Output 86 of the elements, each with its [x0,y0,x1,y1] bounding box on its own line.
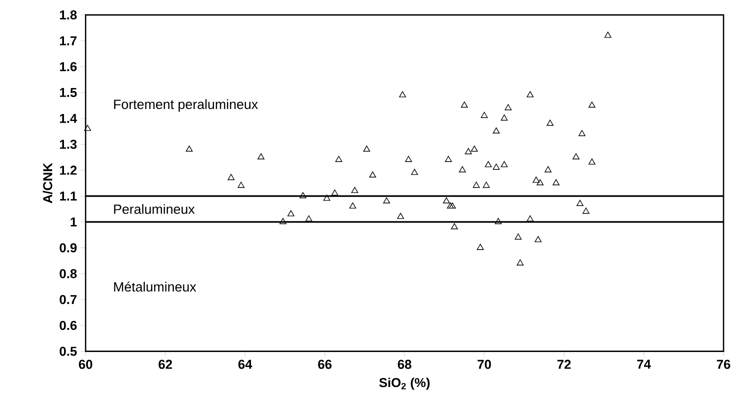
point [588,102,596,108]
point [258,153,264,160]
point [544,166,552,172]
point [492,164,500,170]
point [444,156,452,162]
point [238,182,245,188]
point [578,130,586,136]
point [405,156,412,162]
y-tick-label: 1.5 [60,88,77,98]
point [351,186,358,193]
x-tick-label: 68 [398,360,412,369]
point [536,179,544,186]
y-tick-label: 1.1 [60,192,77,200]
y-axis-title: A/CNK [42,162,52,204]
point [500,114,508,121]
point [516,259,524,266]
point [383,197,390,204]
annotation: Métalumineux [114,282,196,292]
annotation: Peralumineux [114,204,195,214]
x-tick-label: 76 [716,360,730,369]
x-tick-label: 70 [478,360,491,369]
point [335,156,342,162]
point [532,176,540,183]
point [492,127,500,134]
point [604,32,612,38]
point [331,190,338,196]
y-tick-label: 1 [70,217,77,226]
point [448,202,456,209]
point [500,161,508,168]
y-tick-label: 1.7 [60,36,77,46]
point [349,202,356,209]
point [588,158,596,165]
annotation: Fortement peralumineux [114,99,258,112]
x-tick-label: 66 [318,360,332,369]
point [484,161,492,168]
y-tick-label: 1.6 [60,62,77,72]
y-tick-label: 1.2 [60,166,77,175]
x-tick-label: 64 [238,360,252,369]
x-axis-title: SiO$_{2}$ (%) [379,378,430,390]
y-tick-label: 0.5 [60,346,77,356]
point [480,112,488,118]
point [84,124,92,131]
point [576,200,584,206]
y-tick-label: 1.8 [60,10,77,20]
point [494,218,502,224]
point [460,102,468,108]
point [280,218,286,224]
point [287,210,294,216]
point [411,168,418,175]
point [526,215,534,222]
y-tick-label: 0.6 [60,320,77,330]
x-tick-label: 72 [557,360,571,369]
point [399,91,406,98]
point [363,146,370,152]
point [482,182,490,188]
point [186,146,193,152]
point [464,148,472,154]
point [397,212,404,219]
point [572,153,580,160]
point [582,208,590,214]
point [369,171,376,178]
y-tick-label: 0.8 [60,269,77,278]
point [323,194,330,201]
point [526,91,534,98]
point [458,166,466,172]
point [228,174,235,180]
x-tick-label: 62 [158,360,172,369]
point [470,146,478,152]
point [472,182,480,188]
point [552,179,560,186]
point [450,223,458,230]
point [514,233,522,240]
point [299,192,306,198]
y-tick-label: 1.3 [60,140,77,149]
point [442,197,450,204]
point [476,244,484,250]
y-tick-label: 1.4 [60,114,78,123]
y-tick-label: 0.7 [60,294,77,304]
y-tick-label: 0.9 [60,243,77,252]
point [305,215,312,222]
x-tick-label: 60 [78,360,92,369]
point [446,202,454,209]
point [546,120,554,126]
point [504,104,512,110]
point [534,236,542,242]
x-tick-label: 74 [637,360,651,369]
